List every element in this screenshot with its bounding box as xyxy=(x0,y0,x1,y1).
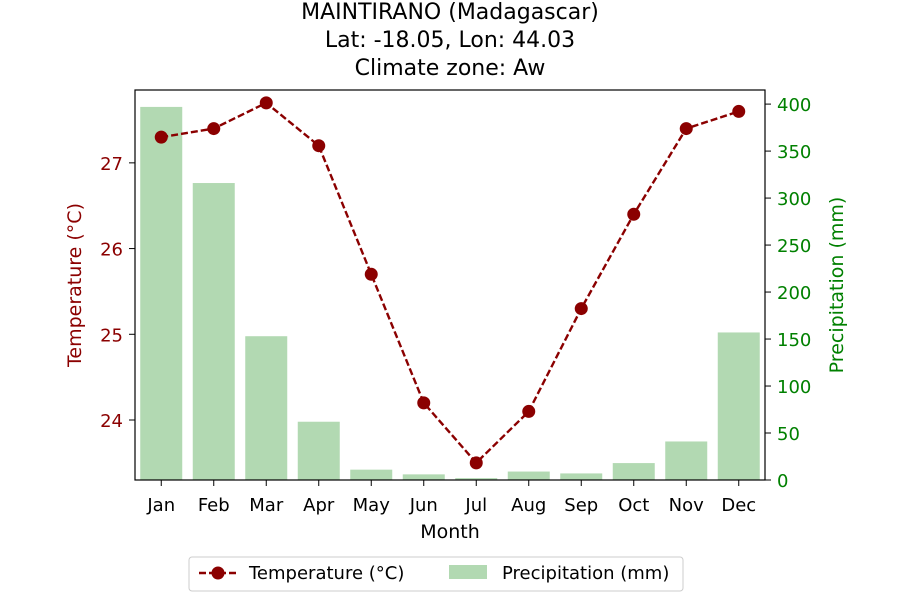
precipitation-bar-dec xyxy=(717,332,760,480)
precip-tick-label-100: 100 xyxy=(777,377,811,398)
precipitation-bar-jul xyxy=(455,478,498,480)
temperature-point-oct xyxy=(627,207,641,221)
temperature-axis: 24 25 26 27 xyxy=(100,154,135,432)
temperature-line xyxy=(154,96,746,470)
x-axis: Jan Feb Mar Apr May Jun Jul Aug Sep Oct Nov Dec xyxy=(146,480,756,516)
legend: Temperature (°C) Precipitation (mm) xyxy=(188,556,684,592)
chart-title-line-2: Lat: -18.05, Lon: 44.03 xyxy=(324,28,576,53)
precip-tick-label-200: 200 xyxy=(777,283,811,304)
chart-title-line-3: Climate zone: Aw xyxy=(354,56,546,81)
temperature-point-jul xyxy=(469,456,483,470)
temp-tick-label-27: 27 xyxy=(100,154,123,175)
precipitation-bar-oct xyxy=(612,463,655,480)
precipitation-bar-aug xyxy=(507,471,550,480)
legend-temperature-label: Temperature (°C) xyxy=(248,563,404,584)
precip-tick-label-0: 0 xyxy=(777,471,788,492)
precipitation-bar-apr xyxy=(297,421,340,480)
x-tick-label-aug: Aug xyxy=(511,495,546,516)
precipitation-bar-jun xyxy=(402,474,445,480)
temperature-point-jun xyxy=(417,396,431,410)
precipitation-axis: 0 50 100 150 200 250 300 350 400 xyxy=(765,95,811,492)
precipitation-bar-feb xyxy=(192,183,235,481)
temp-tick-label-24: 24 xyxy=(100,411,123,432)
temperature-point-aug xyxy=(522,404,536,418)
legend-precipitation-label: Precipitation (mm) xyxy=(502,563,669,584)
precip-tick-label-400: 400 xyxy=(777,95,811,116)
precipitation-bar-sep xyxy=(560,473,603,480)
x-axis-label: Month xyxy=(420,521,480,543)
temperature-point-apr xyxy=(312,139,326,153)
temperature-point-may xyxy=(364,267,378,281)
temperature-point-jan xyxy=(154,130,168,144)
temperature-point-mar xyxy=(259,96,273,110)
temperature-series-line xyxy=(161,101,740,465)
precip-tick-label-50: 50 xyxy=(777,424,800,445)
temperature-point-dec xyxy=(732,104,746,118)
precip-tick-label-300: 300 xyxy=(777,189,811,210)
x-tick-label-jan: Jan xyxy=(146,495,175,516)
x-tick-label-sep: Sep xyxy=(564,495,598,516)
legend-temperature-marker xyxy=(211,566,225,580)
x-tick-label-feb: Feb xyxy=(198,495,230,516)
temperature-point-feb xyxy=(207,122,221,136)
x-tick-label-dec: Dec xyxy=(721,495,756,516)
precipitation-bar-mar xyxy=(245,336,288,480)
temperature-point-sep xyxy=(574,302,588,316)
x-tick-label-oct: Oct xyxy=(618,495,649,516)
precip-tick-label-250: 250 xyxy=(777,236,811,257)
x-tick-label-jun: Jun xyxy=(409,495,438,516)
temperature-axis-label: Temperature (°C) xyxy=(64,203,86,368)
legend-box xyxy=(188,556,684,592)
chart-title-line-1: MAINTIRANO (Madagascar) xyxy=(301,0,599,25)
x-tick-label-apr: Apr xyxy=(303,495,335,516)
x-tick-label-jul: Jul xyxy=(464,495,487,516)
legend-precipitation-swatch xyxy=(449,565,487,579)
precip-tick-label-150: 150 xyxy=(777,330,811,351)
plot-frame xyxy=(134,89,766,481)
precipitation-bar-jan xyxy=(140,106,183,481)
precip-tick-label-350: 350 xyxy=(777,142,811,163)
precipitation-axis-label: Precipitation (mm) xyxy=(826,197,848,374)
temp-tick-label-25: 25 xyxy=(100,325,123,346)
x-tick-label-nov: Nov xyxy=(669,495,704,516)
temperature-point-nov xyxy=(679,122,693,136)
temp-tick-label-26: 26 xyxy=(100,240,123,261)
precipitation-bar-may xyxy=(350,469,393,480)
precipitation-bars xyxy=(140,106,760,481)
x-tick-label-may: May xyxy=(353,495,391,516)
x-tick-label-mar: Mar xyxy=(249,495,284,516)
precipitation-bar-nov xyxy=(665,441,708,480)
